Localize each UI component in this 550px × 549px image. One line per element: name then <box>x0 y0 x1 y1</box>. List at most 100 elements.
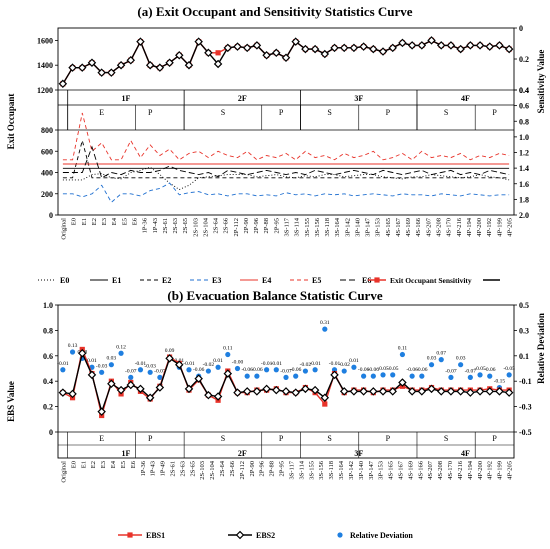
x-tick-label: 4P-205 <box>506 218 513 237</box>
data-point <box>263 367 270 373</box>
x-tick-label: 3P-153 <box>378 461 385 480</box>
x-tick-label: 3P-147 <box>368 460 375 480</box>
data-point <box>175 51 184 60</box>
data-point <box>487 373 493 379</box>
x-tick-label: 2S-103 <box>199 461 206 480</box>
data-point <box>108 362 114 368</box>
data-point <box>312 367 318 373</box>
x-tick-label: 4S-170 <box>447 461 454 480</box>
x-tick-label: 3S-118 <box>328 461 335 480</box>
x-tick-label: 2S-61 <box>170 461 177 477</box>
data-point <box>281 53 291 63</box>
data-point <box>126 55 136 65</box>
x-tick-label: 4S-166 <box>417 460 424 480</box>
x-tick-label: 2P-96 <box>253 217 260 233</box>
series-relative-deviation: -0.010.130.080.01-0.030.030.12-0.07-0.01… <box>57 320 515 391</box>
y-tick-label: 0.2 <box>43 403 53 412</box>
data-label: 0.01 <box>213 358 223 364</box>
data-point <box>428 362 435 368</box>
data-point <box>204 48 213 58</box>
y-tick-label: 600 <box>41 147 53 156</box>
group-label: S <box>221 108 225 117</box>
legend-label: EBS2 <box>256 531 275 540</box>
data-point <box>213 392 223 401</box>
legend-label: E6 <box>362 276 371 285</box>
series-e6 <box>62 145 510 179</box>
x-tick-label: 4S-167 <box>395 217 402 237</box>
x-tick-label: 3P-142 <box>344 218 351 237</box>
data-point <box>398 38 407 48</box>
group-label: P <box>492 108 497 117</box>
data-point <box>204 390 213 400</box>
data-point <box>223 369 233 378</box>
x-tick-label: 4P-192 <box>486 218 493 237</box>
floor-label: 1F <box>121 94 130 103</box>
x-tick-label: 1P-43 <box>152 218 159 234</box>
data-point <box>87 58 97 67</box>
data-point <box>466 388 475 397</box>
series-ebs2 <box>58 349 514 416</box>
data-point <box>136 384 145 394</box>
group-label: E <box>99 434 104 443</box>
x-tick-label: Original <box>60 461 67 483</box>
chart-b-title: (b) Evacuation Balance Statistic Curve <box>167 288 382 303</box>
data-label: -0.03 <box>144 363 156 369</box>
data-point <box>194 37 203 46</box>
legend-label: E4 <box>262 276 271 285</box>
x-tick-label: E2 <box>91 218 98 225</box>
y2-tick-label: 0.4 <box>519 86 529 95</box>
y-tick-label: 0 <box>49 428 53 437</box>
data-point <box>272 385 281 395</box>
x-tick-label: 3P-142 <box>348 461 355 480</box>
data-point <box>407 41 417 50</box>
data-point <box>262 384 271 394</box>
data-point <box>225 351 231 358</box>
data-point <box>157 374 163 380</box>
data-point <box>78 349 87 358</box>
data-point <box>254 373 260 379</box>
data-point <box>244 373 250 379</box>
x-tick-label: 2P-90 <box>249 461 256 477</box>
data-point <box>475 387 485 396</box>
data-point <box>155 63 165 72</box>
legend-label: E3 <box>212 276 221 285</box>
y2-tick-label: 1.4 <box>519 164 529 173</box>
legend-label: E5 <box>312 276 321 285</box>
legend-label: Relative Deviation <box>350 531 413 540</box>
x-tick-label: 3S-164 <box>334 217 341 237</box>
data-point <box>436 41 446 50</box>
data-label: -0.01 <box>329 361 341 367</box>
x-tick-label: 4S-207 <box>427 460 434 480</box>
x-tick-label: 4S-207 <box>425 217 432 237</box>
group-label: P <box>492 434 497 443</box>
data-point <box>147 369 153 375</box>
x-tick-label: 1P-36 <box>140 460 147 476</box>
data-point <box>446 387 456 396</box>
data-point <box>68 63 77 72</box>
data-point <box>301 384 310 394</box>
y2-axis-label: Sensitivity Value <box>536 50 546 114</box>
x-tick-label: 3P-147 <box>365 217 372 237</box>
data-label: -0.06 <box>416 367 428 373</box>
data-label: 0.11 <box>223 346 233 352</box>
x-tick-label: 2S-103 <box>192 218 199 237</box>
data-point <box>145 60 155 70</box>
data-point <box>388 43 397 53</box>
data-point <box>322 326 328 332</box>
data-point <box>223 43 233 53</box>
data-point <box>349 43 359 53</box>
x-tick-label: 4P-194 <box>466 217 473 237</box>
y-tick-label: 1200 <box>37 86 53 95</box>
data-point <box>242 43 252 53</box>
data-point <box>419 373 425 379</box>
x-tick-label: E4 <box>110 460 117 468</box>
data-point <box>186 367 192 373</box>
data-point <box>388 387 397 396</box>
y-tick-label: 1400 <box>37 61 53 70</box>
y-tick-label: 800 <box>41 126 53 135</box>
series-line <box>62 182 510 204</box>
data-point <box>262 51 271 60</box>
data-point <box>68 389 77 399</box>
x-tick-label: E5 <box>120 461 127 468</box>
data-point <box>58 388 68 397</box>
